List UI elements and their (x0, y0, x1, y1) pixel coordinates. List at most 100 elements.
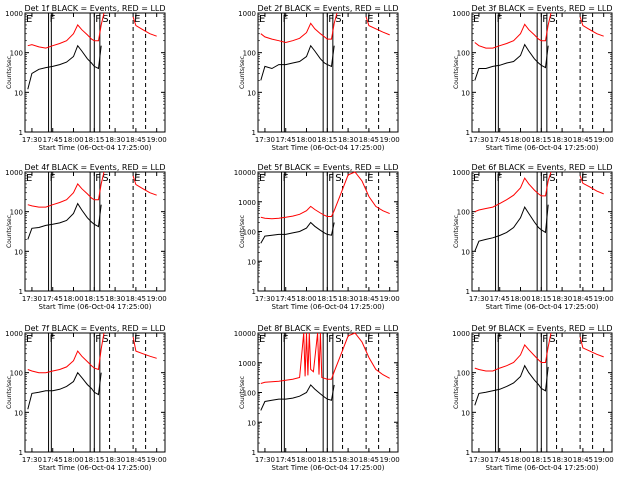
y-tick-label: 10 (461, 248, 470, 256)
x-tick-label: 17:45 (490, 136, 510, 144)
chart-panel-2: Det 2f BLACK = Events, RED = LLD 1 10 100 10… (238, 4, 400, 152)
y-tick-label: 1000 (5, 330, 23, 338)
y-tick-label: 1000 (238, 10, 256, 18)
x-tick-label: 18:45 (359, 295, 379, 303)
marker-label: E (581, 14, 587, 25)
x-tick-label: 18:00 (63, 295, 83, 303)
x-tick-label: 18:15 (317, 295, 337, 303)
marker-label: S (102, 334, 108, 345)
series-line-events (27, 371, 102, 410)
y-tick-label: 1000 (238, 360, 256, 368)
marker-label: E (367, 173, 373, 184)
y-tick-label: 10 (247, 89, 256, 97)
marker-label: E (259, 14, 265, 25)
x-axis-label: Start Time (06-Oct-04 17:25:00) (486, 303, 599, 311)
x-tick-label: 17:45 (43, 136, 63, 144)
x-tick-label: 18:00 (510, 456, 530, 464)
y-axis-label: Counts/sec (453, 376, 460, 409)
x-tick-label: 18:15 (531, 295, 551, 303)
series-line-lld (260, 171, 390, 220)
plot-frame (24, 171, 166, 292)
chart-title: Det 9f BLACK = Events, RED = LLD (471, 324, 612, 333)
marker-label: F (50, 173, 56, 184)
x-axis-label: Start Time (06-Oct-04 17:25:00) (39, 464, 152, 472)
series-line-lld (260, 12, 390, 44)
y-tick-label: 1 (19, 288, 23, 296)
y-tick-label: 1000 (238, 199, 256, 207)
x-tick-label: 18:00 (510, 136, 530, 144)
y-tick-label: 1000 (452, 10, 470, 18)
y-tick-label: 1000 (452, 330, 470, 338)
marker-label: E (26, 14, 32, 25)
x-tick-label: 19:00 (594, 456, 614, 464)
marker-label: F (328, 173, 334, 184)
x-tick-label: 18:30 (338, 136, 358, 144)
x-tick-label: 18:00 (296, 295, 316, 303)
y-tick-label: 100 (457, 50, 470, 58)
series-line-lld (474, 12, 604, 49)
series-line-events (27, 202, 102, 240)
x-tick-label: 19:00 (380, 456, 400, 464)
plot-frame (24, 12, 166, 133)
plot-frame (471, 12, 613, 133)
series-line-lld (474, 171, 604, 213)
x-tick-label: 18:45 (573, 456, 593, 464)
marker-label: F (95, 14, 101, 25)
x-tick-label: 19:00 (147, 456, 167, 464)
marker-label: E (473, 334, 479, 345)
y-tick-label: 10000 (234, 169, 256, 177)
y-tick-label: 1 (252, 129, 256, 137)
y-tick-label: 100 (243, 390, 256, 398)
x-tick-label: 17:45 (43, 295, 63, 303)
x-tick-label: 17:30 (22, 295, 42, 303)
y-tick-label: 100 (243, 50, 256, 58)
x-tick-label: 18:30 (338, 295, 358, 303)
y-tick-label: 1 (19, 449, 23, 457)
y-axis-label: Counts/sec (239, 376, 246, 409)
series-line-events (474, 364, 549, 406)
marker-label: F (542, 14, 548, 25)
x-tick-label: 17:45 (490, 295, 510, 303)
x-tick-label: 17:30 (469, 295, 489, 303)
y-tick-label: 100 (457, 209, 470, 217)
x-tick-label: 19:00 (380, 295, 400, 303)
marker-label: S (549, 334, 555, 345)
marker-label: E (581, 173, 587, 184)
marker-label: F (542, 334, 548, 345)
x-tick-label: 19:00 (147, 295, 167, 303)
marker-label: F (95, 334, 101, 345)
y-tick-label: 10000 (234, 330, 256, 338)
x-tick-label: 18:45 (359, 136, 379, 144)
marker-label: E (581, 334, 587, 345)
plot-frame (257, 332, 399, 453)
x-tick-label: 18:15 (84, 295, 104, 303)
chart-panel-4: Det 4f BLACK = Events, RED = LLD 1 10 100 10… (5, 163, 167, 311)
x-tick-label: 17:30 (255, 456, 275, 464)
x-tick-label: 17:30 (469, 136, 489, 144)
y-axis-label: Counts/sec (6, 376, 13, 409)
marker-label: F (328, 14, 334, 25)
marker-label: E (259, 173, 265, 184)
chart-title: Det 5f BLACK = Events, RED = LLD (257, 163, 398, 172)
y-tick-label: 10 (461, 89, 470, 97)
chart-title: Det 2f BLACK = Events, RED = LLD (257, 4, 398, 13)
x-tick-label: 18:45 (126, 136, 146, 144)
marker-label: F (283, 14, 289, 25)
x-tick-label: 18:15 (317, 136, 337, 144)
y-axis-label: Counts/sec (453, 56, 460, 89)
x-tick-label: 18:00 (296, 456, 316, 464)
chart-title: Det 1f BLACK = Events, RED = LLD (24, 4, 165, 13)
y-tick-label: 1 (466, 129, 470, 137)
marker-label: F (542, 173, 548, 184)
marker-label: S (102, 173, 108, 184)
series-line-events (260, 384, 335, 411)
marker-label: F (95, 173, 101, 184)
plot-frame (24, 332, 166, 453)
y-tick-label: 100 (10, 370, 23, 378)
x-axis-label: Start Time (06-Oct-04 17:25:00) (486, 464, 599, 472)
x-axis-label: Start Time (06-Oct-04 17:25:00) (486, 144, 599, 152)
x-tick-label: 17:45 (276, 295, 296, 303)
y-axis-label: Counts/sec (6, 215, 13, 248)
chart-panel-3: Det 3f BLACK = Events, RED = LLD 1 10 100 10… (452, 4, 614, 152)
y-tick-label: 10 (14, 89, 23, 97)
